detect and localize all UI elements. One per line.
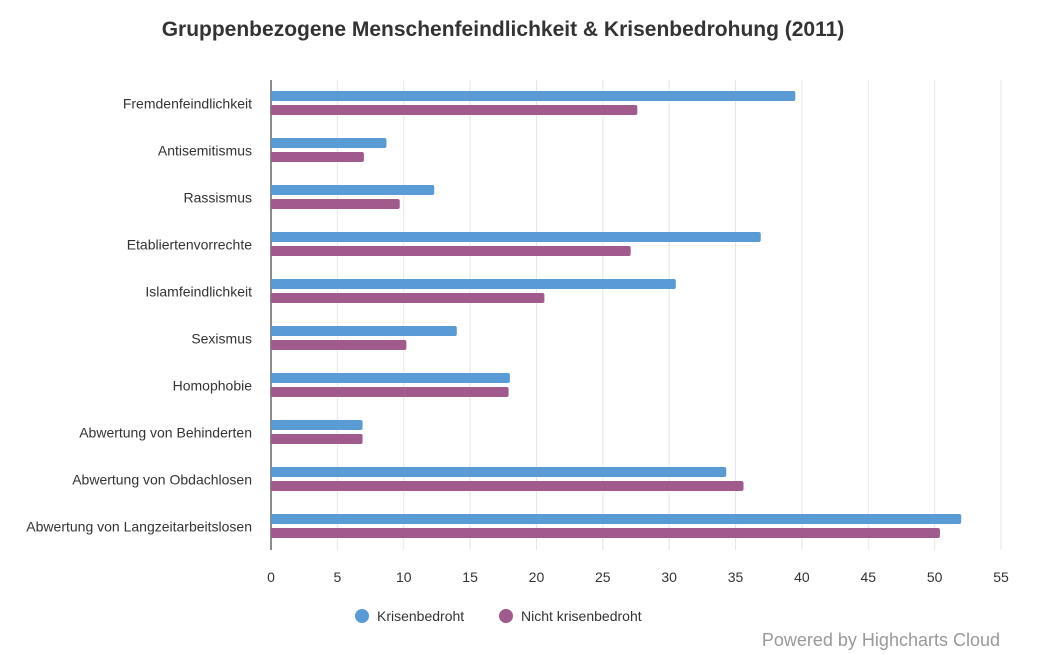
credits-text[interactable]: Powered by Highcharts Cloud xyxy=(762,630,1000,650)
category-label: Abwertung von Obdachlosen xyxy=(72,472,252,488)
bar-nicht-krisenbedroht[interactable] xyxy=(271,105,638,115)
bar-nicht-krisenbedroht[interactable] xyxy=(271,199,400,209)
bar-krisenbedroht[interactable] xyxy=(271,279,676,289)
category-labels: Fremdenfeindlichkeit Antisemitismus Rassis… xyxy=(26,96,252,535)
bar-krisenbedroht[interactable] xyxy=(271,373,510,383)
category-label: Etabliertenvorrechte xyxy=(127,237,253,253)
legend-item-label[interactable]: Krisenbedroht xyxy=(377,608,464,624)
category-label: Abwertung von Behinderten xyxy=(79,425,252,441)
x-tick-label: 0 xyxy=(267,569,275,585)
category-label: Islamfeindlichkeit xyxy=(145,284,252,300)
x-tick-label: 40 xyxy=(794,569,810,585)
x-axis-tick-labels: 0 5 10 15 20 25 30 35 40 45 50 55 xyxy=(267,569,1009,585)
bar-krisenbedroht[interactable] xyxy=(271,326,457,336)
bar-nicht-krisenbedroht[interactable] xyxy=(271,340,407,350)
bar-nicht-krisenbedroht[interactable] xyxy=(271,387,509,397)
bar-nicht-krisenbedroht[interactable] xyxy=(271,528,940,538)
legend-marker[interactable] xyxy=(355,609,369,623)
bar-krisenbedroht[interactable] xyxy=(271,232,761,242)
bar-nicht-krisenbedroht[interactable] xyxy=(271,481,744,491)
category-label: Abwertung von Langzeitarbeitslosen xyxy=(26,519,252,535)
bar-krisenbedroht[interactable] xyxy=(271,185,435,195)
legend-item-label[interactable]: Nicht krisenbedroht xyxy=(521,608,642,624)
bar-nicht-krisenbedroht[interactable] xyxy=(271,152,364,162)
x-tick-label: 50 xyxy=(927,569,943,585)
chart-title: Gruppenbezogene Menschenfeindlichkeit & … xyxy=(162,18,845,41)
bar-nicht-krisenbedroht[interactable] xyxy=(271,246,631,256)
bar-nicht-krisenbedroht[interactable] xyxy=(271,293,545,303)
legend-marker[interactable] xyxy=(499,609,513,623)
category-label: Sexismus xyxy=(191,331,252,347)
x-tick-label: 35 xyxy=(728,569,744,585)
x-tick-label: 45 xyxy=(860,569,876,585)
bar-krisenbedroht[interactable] xyxy=(271,138,387,148)
x-tick-label: 25 xyxy=(595,569,611,585)
gridlines xyxy=(336,80,1002,550)
x-tick-label: 5 xyxy=(333,569,341,585)
category-label: Antisemitismus xyxy=(158,143,252,159)
category-label: Rassismus xyxy=(184,190,252,206)
x-tick-label: 30 xyxy=(661,569,677,585)
x-tick-label: 15 xyxy=(462,569,478,585)
bar-krisenbedroht[interactable] xyxy=(271,514,962,524)
bar-krisenbedroht[interactable] xyxy=(271,467,727,477)
bar-nicht-krisenbedroht[interactable] xyxy=(271,434,363,444)
x-tick-label: 20 xyxy=(529,569,545,585)
bar-krisenbedroht[interactable] xyxy=(271,91,796,101)
category-label: Homophobie xyxy=(173,378,253,394)
x-tick-label: 55 xyxy=(993,569,1009,585)
bar-krisenbedroht[interactable] xyxy=(271,420,363,430)
bars-group xyxy=(271,91,962,538)
category-label: Fremdenfeindlichkeit xyxy=(123,96,252,112)
legend[interactable]: Krisenbedroht Nicht krisenbedroht xyxy=(355,608,642,624)
x-tick-label: 10 xyxy=(396,569,412,585)
